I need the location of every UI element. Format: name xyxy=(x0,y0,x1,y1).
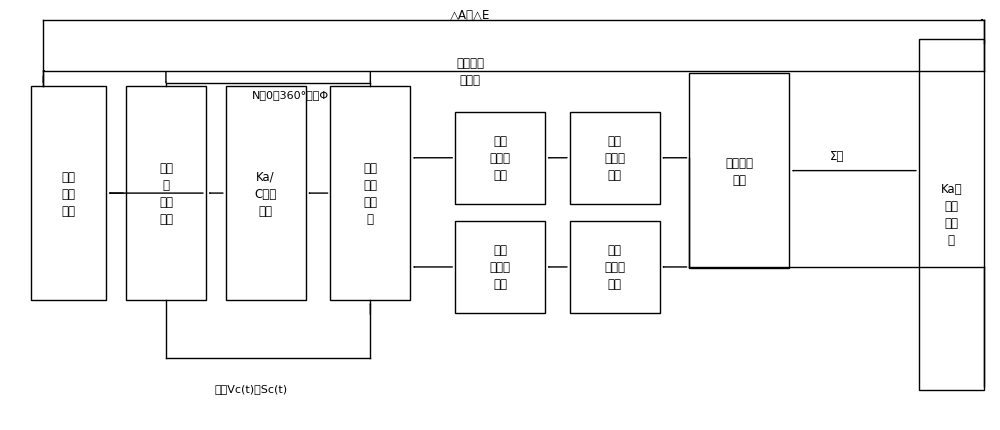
Text: 跟踪角度
传感器: 跟踪角度 传感器 xyxy=(456,57,484,87)
Text: 第一
低噪放
模块: 第一 低噪放 模块 xyxy=(490,135,511,182)
Bar xyxy=(330,87,410,301)
Bar xyxy=(455,221,545,313)
Bar xyxy=(919,40,984,390)
Text: 第二
滤波器
模块: 第二 滤波器 模块 xyxy=(604,244,625,291)
Bar xyxy=(455,113,545,204)
Bar xyxy=(570,221,660,313)
Text: N位0～360°移相Φ: N位0～360°移相Φ xyxy=(252,89,329,99)
Bar xyxy=(226,87,306,301)
Text: 捕获
与
跟踪
模块: 捕获 与 跟踪 模块 xyxy=(159,162,173,226)
Text: Ka/
C变频
模块: Ka/ C变频 模块 xyxy=(255,170,277,217)
Text: 定向耦合
模块: 定向耦合 模块 xyxy=(725,156,753,186)
Bar xyxy=(570,113,660,204)
Text: 第一
滤波器
模块: 第一 滤波器 模块 xyxy=(604,135,625,182)
Text: 第二
低噪放
模块: 第二 低噪放 模块 xyxy=(490,244,511,291)
Bar xyxy=(31,87,106,301)
Text: 控制Vc(t)和Sc(t): 控制Vc(t)和Sc(t) xyxy=(214,383,287,393)
Text: △A和△E: △A和△E xyxy=(450,9,490,22)
Bar xyxy=(126,87,206,301)
Text: 单通
道调
制模
块: 单通 道调 制模 块 xyxy=(363,162,377,226)
Text: 伺服
控制
模块: 伺服 控制 模块 xyxy=(62,170,76,217)
Text: Ka中
继天
线模
块: Ka中 继天 线模 块 xyxy=(940,183,962,247)
Bar xyxy=(689,74,789,268)
Text: Σ路: Σ路 xyxy=(830,150,844,163)
